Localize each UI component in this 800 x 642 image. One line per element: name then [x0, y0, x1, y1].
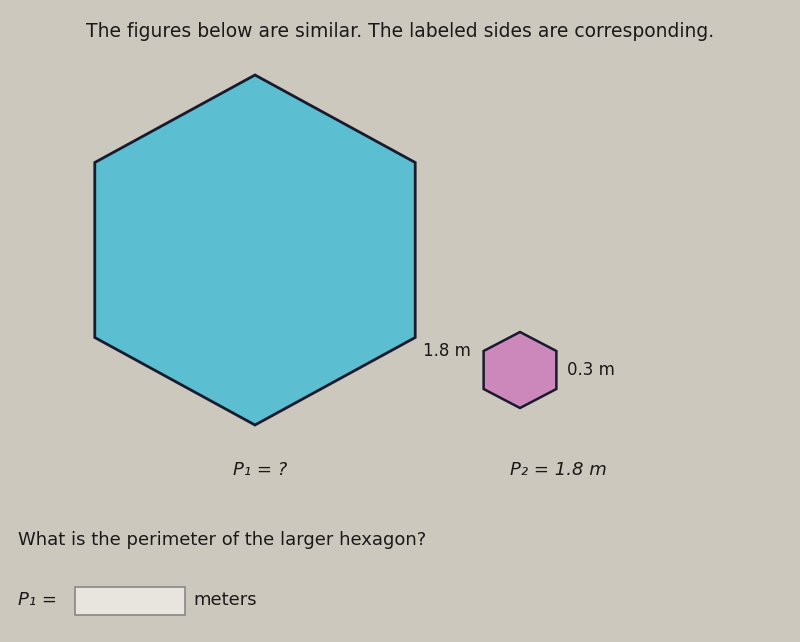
Text: P₂ = 1.8 m: P₂ = 1.8 m: [510, 461, 606, 479]
Text: The figures below are similar. The labeled sides are corresponding.: The figures below are similar. The label…: [86, 22, 714, 41]
Text: What is the perimeter of the larger hexagon?: What is the perimeter of the larger hexa…: [18, 531, 426, 549]
Text: P₁ = ?: P₁ = ?: [233, 461, 287, 479]
Text: P₁ =: P₁ =: [18, 591, 57, 609]
Polygon shape: [484, 332, 556, 408]
Text: 0.3 m: 0.3 m: [567, 361, 615, 379]
Text: 1.8 m: 1.8 m: [423, 342, 471, 361]
FancyBboxPatch shape: [75, 587, 185, 615]
Text: meters: meters: [193, 591, 257, 609]
Polygon shape: [94, 75, 415, 425]
